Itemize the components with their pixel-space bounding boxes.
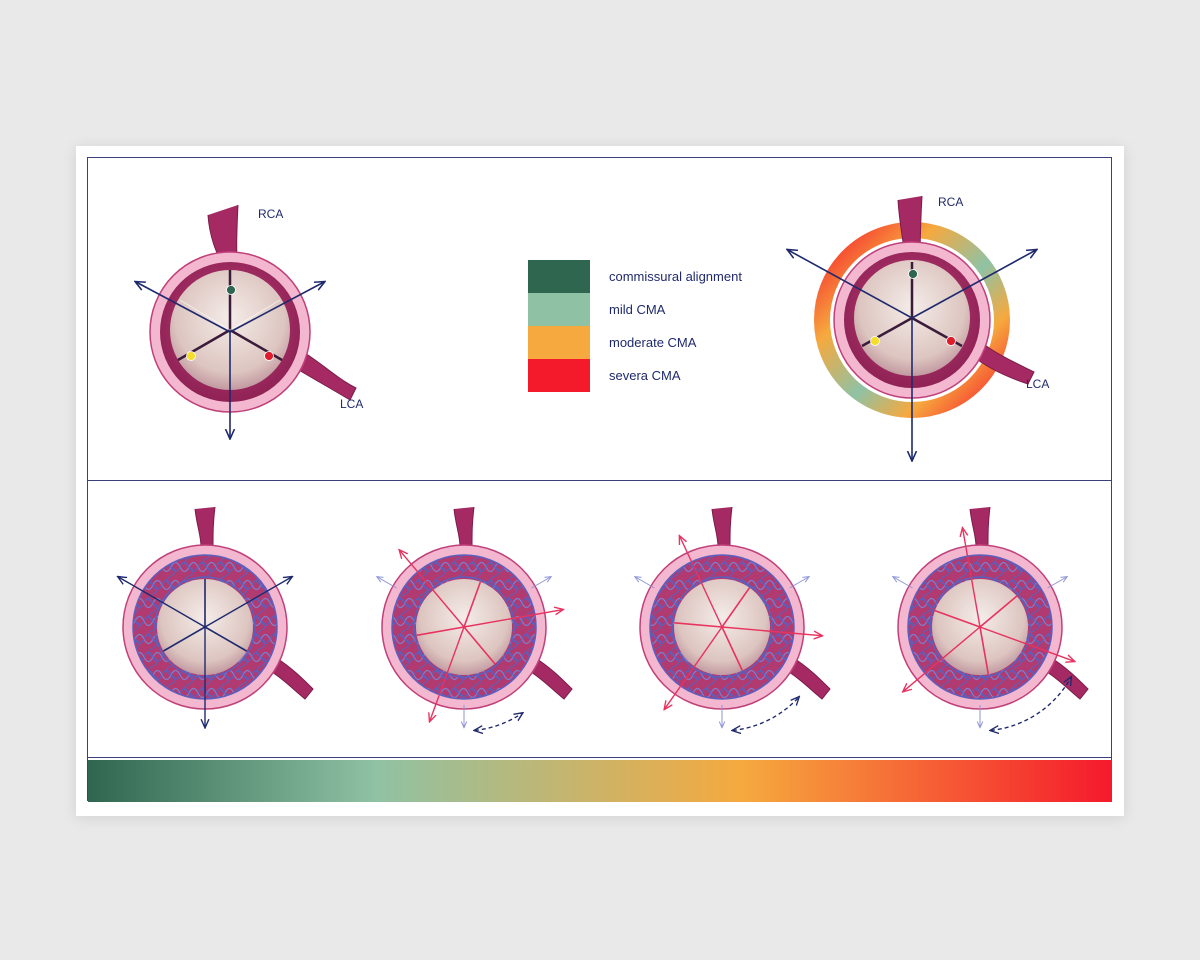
axis-arrow <box>204 577 292 628</box>
native-axis-arrow <box>531 577 551 589</box>
lca-label-right: LCA <box>1026 377 1049 391</box>
dot-yellow-right <box>870 336 880 346</box>
rca-label-right: RCA <box>938 195 963 209</box>
axis-arrow-left-right <box>788 250 913 319</box>
commissure-line <box>204 626 247 652</box>
section-divider <box>88 480 1111 481</box>
stent-inner-ring <box>671 576 773 678</box>
native-axis-arrow <box>893 577 913 589</box>
tavr-valve-1 <box>118 506 314 727</box>
legend-swatch-moderate <box>528 326 590 359</box>
axis-arrow-right <box>229 282 324 333</box>
tavr-valve-row <box>118 506 1089 730</box>
tavr-valve-2 <box>377 506 573 730</box>
rca-label-left: RCA <box>258 207 283 221</box>
lca-vessel <box>525 656 573 700</box>
tavr-valve-4 <box>893 506 1089 730</box>
lca-vessel <box>266 656 314 700</box>
prosthesis-axis-arrow <box>665 626 723 709</box>
legend-swatch-commissural <box>528 260 590 293</box>
commissure-line <box>721 626 744 671</box>
rca-vessel <box>969 506 991 548</box>
commissure-line <box>163 626 206 652</box>
legend-label-moderate: moderate CMA <box>609 335 697 350</box>
dot-green <box>226 285 236 295</box>
lca-vessel <box>783 656 831 700</box>
native-axis-arrow <box>1047 577 1067 589</box>
commissure-line <box>416 626 465 637</box>
stent-inner-ring <box>413 576 515 678</box>
legend-label-commissural: commissural alignment <box>609 269 742 284</box>
lca-label-left: LCA <box>340 397 363 411</box>
commissure-line <box>721 587 751 628</box>
commissure-line <box>674 622 723 628</box>
native-axis-arrow <box>789 577 809 589</box>
native-axis-arrow <box>635 577 655 589</box>
prosthesis-axis-arrow <box>680 536 723 628</box>
native-axis-arrow <box>377 577 397 589</box>
dot-red-right <box>946 336 956 346</box>
prosthesis-axis-arrow <box>721 626 822 636</box>
stent-inner-ring <box>929 576 1031 678</box>
prosthesis-axis-arrow <box>903 626 981 691</box>
cma-gradient-bar <box>88 757 1111 800</box>
axis-arrow-right-right <box>911 250 1036 319</box>
legend: commissural alignment mild CMA moderate … <box>528 260 742 392</box>
commissure-line <box>463 626 496 665</box>
cma-ring-valve-diagram: RCA LCA <box>788 195 1049 460</box>
lca-vessel-right <box>977 344 1035 385</box>
rca-vessel <box>194 506 216 548</box>
commissure-line <box>979 595 1018 628</box>
gradient-bar-fill <box>88 760 1112 802</box>
prosthesis-axis-arrow <box>963 529 981 628</box>
legend-swatch-severe <box>528 359 590 392</box>
dot-green-right <box>908 269 918 279</box>
commissure-line <box>934 609 981 628</box>
native-valve-diagram: RCA LCA <box>136 204 363 438</box>
rotation-arc-arrow <box>733 697 799 730</box>
legend-swatch-mild <box>528 293 590 326</box>
rotation-arc-arrow <box>475 713 522 730</box>
prosthesis-axis-arrow <box>430 626 465 721</box>
rca-vessel <box>711 506 733 548</box>
lca-vessel <box>291 349 357 401</box>
dot-red <box>264 351 274 361</box>
legend-label-severe: severa CMA <box>609 368 681 383</box>
axis-arrow-left <box>136 282 231 333</box>
dot-yellow <box>186 351 196 361</box>
axis-arrow <box>118 577 206 628</box>
tavr-valve-3 <box>635 506 831 730</box>
commissure-line <box>979 626 990 675</box>
prosthesis-axis-arrow <box>979 626 1074 661</box>
rca-vessel <box>453 506 475 548</box>
legend-label-mild: mild CMA <box>609 302 666 317</box>
prosthesis-axis-arrow <box>400 550 465 628</box>
prosthesis-axis-arrow <box>463 610 562 628</box>
commissure-line <box>463 581 482 628</box>
rotation-arc-arrow <box>991 677 1071 730</box>
